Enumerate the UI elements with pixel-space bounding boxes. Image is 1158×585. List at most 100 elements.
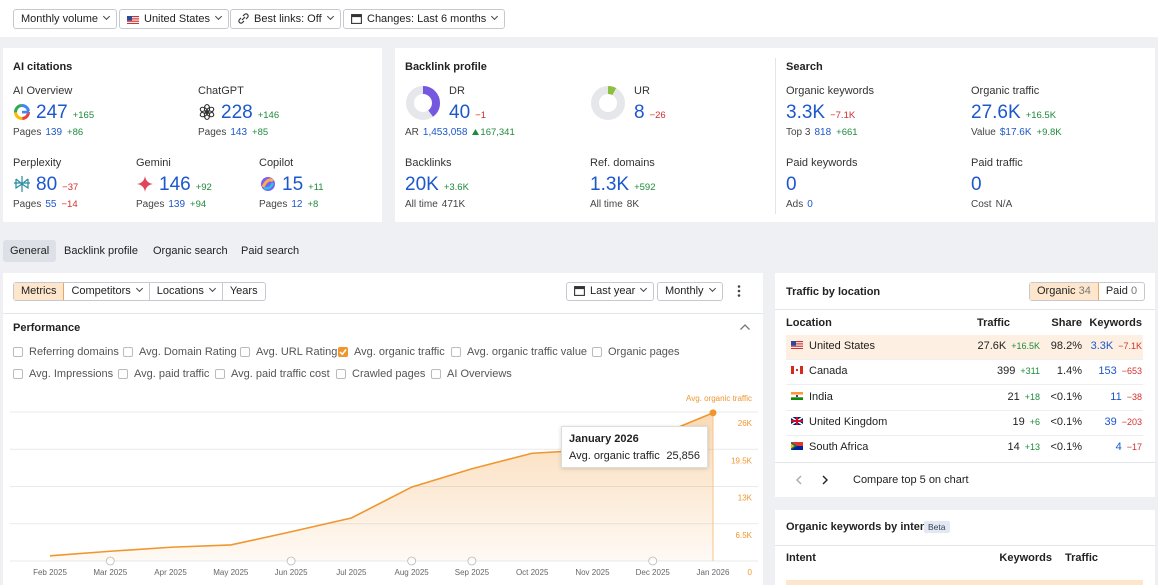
metric-checkbox[interactable]: AI Overviews [431, 368, 512, 380]
segment[interactable]: Years [229, 285, 258, 297]
traffic-cell: 14 +13 [1007, 441, 1040, 453]
metric: ChatGPT 228 +146 Pages 143 +85 [198, 84, 279, 140]
tab[interactable]: Paid search [241, 245, 300, 257]
metric-value-row: 228 +146 [198, 100, 279, 126]
sub-value: 139 [168, 199, 186, 210]
column-header: Intent [786, 552, 816, 564]
metric-value: 8 [634, 102, 645, 123]
metric-delta: +92 [195, 182, 212, 193]
toggle-label: Organic [1037, 285, 1076, 297]
location-label: United States [809, 340, 876, 352]
metric-sub: AR 1,453,058 167,341 [405, 126, 515, 140]
metric-label: Organic keywords [786, 85, 875, 97]
flag [127, 16, 139, 24]
metric-label: Organic traffic [971, 85, 1040, 97]
ai-icon [137, 176, 153, 192]
collapse-icon[interactable] [739, 323, 751, 331]
icon-part [199, 106, 209, 114]
sub-value: 818 [814, 127, 832, 138]
next-arrow[interactable] [821, 475, 829, 485]
metric-checkbox[interactable]: Avg. paid traffic [118, 368, 209, 380]
segment[interactable]: Metrics [14, 283, 65, 300]
metric-value-row: 40 −1 [449, 100, 515, 126]
metric: UR 8 −26 [634, 84, 666, 126]
metric-checkbox[interactable]: Avg. URL Rating [240, 346, 337, 358]
column-header: Traffic [1064, 552, 1098, 564]
card-title: AI citations [13, 61, 73, 73]
sub-value: N/A [995, 199, 1013, 210]
tab[interactable]: Backlink profile [64, 245, 138, 257]
metric: Gemini 146 +92 Pages 139 +94 [136, 156, 212, 212]
interval-button[interactable]: Monthly [657, 282, 723, 301]
metric-checkbox[interactable]: Avg. Impressions [13, 368, 113, 380]
metric-checkbox[interactable]: Avg. organic traffic [338, 346, 445, 358]
checkbox-label: Avg. organic traffic value [467, 346, 588, 358]
metric-value: 80 [36, 174, 58, 195]
metric-label: ChatGPT [198, 85, 244, 97]
toggle-option[interactable]: Paid 0 [1099, 283, 1144, 300]
button-label: Last year [590, 285, 636, 297]
metric-value-row: 20K +3.6K [405, 172, 469, 198]
metric-checkbox[interactable]: Avg. Domain Rating [123, 346, 237, 358]
segment[interactable]: Competitors [64, 283, 150, 300]
keywords-cell: 4 −17 [1116, 441, 1142, 453]
best-links-button[interactable]: Best links: Off [230, 9, 341, 29]
more-menu[interactable] [735, 284, 743, 298]
card-title: Backlink profile [405, 61, 487, 73]
metric-checkbox[interactable]: Organic pages [592, 346, 680, 358]
sub-delta: −14 [61, 199, 78, 210]
sub-label: Pages [136, 199, 165, 210]
tab[interactable]: Organic search [153, 245, 228, 257]
icon-part [137, 176, 153, 192]
keywords-cell: 39 −203 [1104, 416, 1142, 428]
tooltip-value: 25,856 [666, 450, 700, 462]
y-tick-label: 13K [738, 494, 753, 503]
metric-checkbox[interactable]: Avg. paid traffic cost [215, 368, 330, 380]
metric-checkbox[interactable]: Referring domains [13, 346, 119, 358]
sub-delta: +86 [67, 127, 84, 138]
flag [791, 442, 803, 450]
button-label: Monthly volume [21, 13, 99, 25]
x-tick-label: Sep 2025 [455, 568, 490, 577]
icon-part [263, 182, 275, 190]
segment-label: Locations [156, 285, 204, 297]
traffic-cell: 27.6K +16.5K [977, 340, 1040, 352]
keywords-delta: −38 [1126, 392, 1142, 402]
divider [775, 545, 1155, 546]
prev-arrow[interactable] [795, 475, 803, 485]
check-mark [339, 349, 347, 356]
checkbox-label: AI Overviews [447, 368, 512, 380]
changes-button[interactable]: Changes: Last 6 months [343, 9, 506, 29]
metric-value-row: 15 +11 [259, 172, 324, 198]
column-header: Traffic [976, 317, 1010, 329]
metric-sub: Ads 0 [786, 198, 858, 212]
metric-sub: All time 8K [590, 198, 656, 212]
traffic-delta: +311 [1020, 366, 1040, 376]
sub-label: All time [590, 199, 623, 210]
flag-part [791, 397, 803, 400]
segment[interactable]: Locations [150, 283, 223, 300]
metric-checkbox[interactable]: Crawled pages [336, 368, 425, 380]
country-button[interactable]: United States [119, 9, 230, 29]
toggle-label: Paid [1105, 285, 1128, 297]
x-tick-label: Dec 2025 [636, 568, 671, 577]
volume-button[interactable]: Monthly volume [13, 9, 118, 29]
metric: Paid keywords 0 Ads 0 [786, 156, 858, 212]
traffic-delta: +16.5K [1011, 341, 1040, 351]
toggle-option[interactable]: Organic 34 [1030, 283, 1099, 300]
card-title: Search [786, 61, 823, 73]
period-button[interactable]: Last year [566, 282, 655, 301]
compare-link[interactable]: Compare top 5 on chart [853, 474, 969, 486]
metric-checkbox[interactable]: Avg. organic traffic value [451, 346, 587, 358]
icon-part [22, 110, 29, 114]
metric: AI Overview 247 +165 Pages 139 +86 [13, 84, 94, 140]
flag [791, 417, 803, 425]
ai-citations-card [3, 48, 382, 222]
ai-icon [14, 176, 30, 192]
flag-part [791, 446, 803, 450]
tab[interactable]: General [3, 240, 57, 262]
check [339, 349, 347, 356]
sub-value: 0 [807, 199, 813, 210]
metric-label: Copilot [259, 157, 294, 169]
